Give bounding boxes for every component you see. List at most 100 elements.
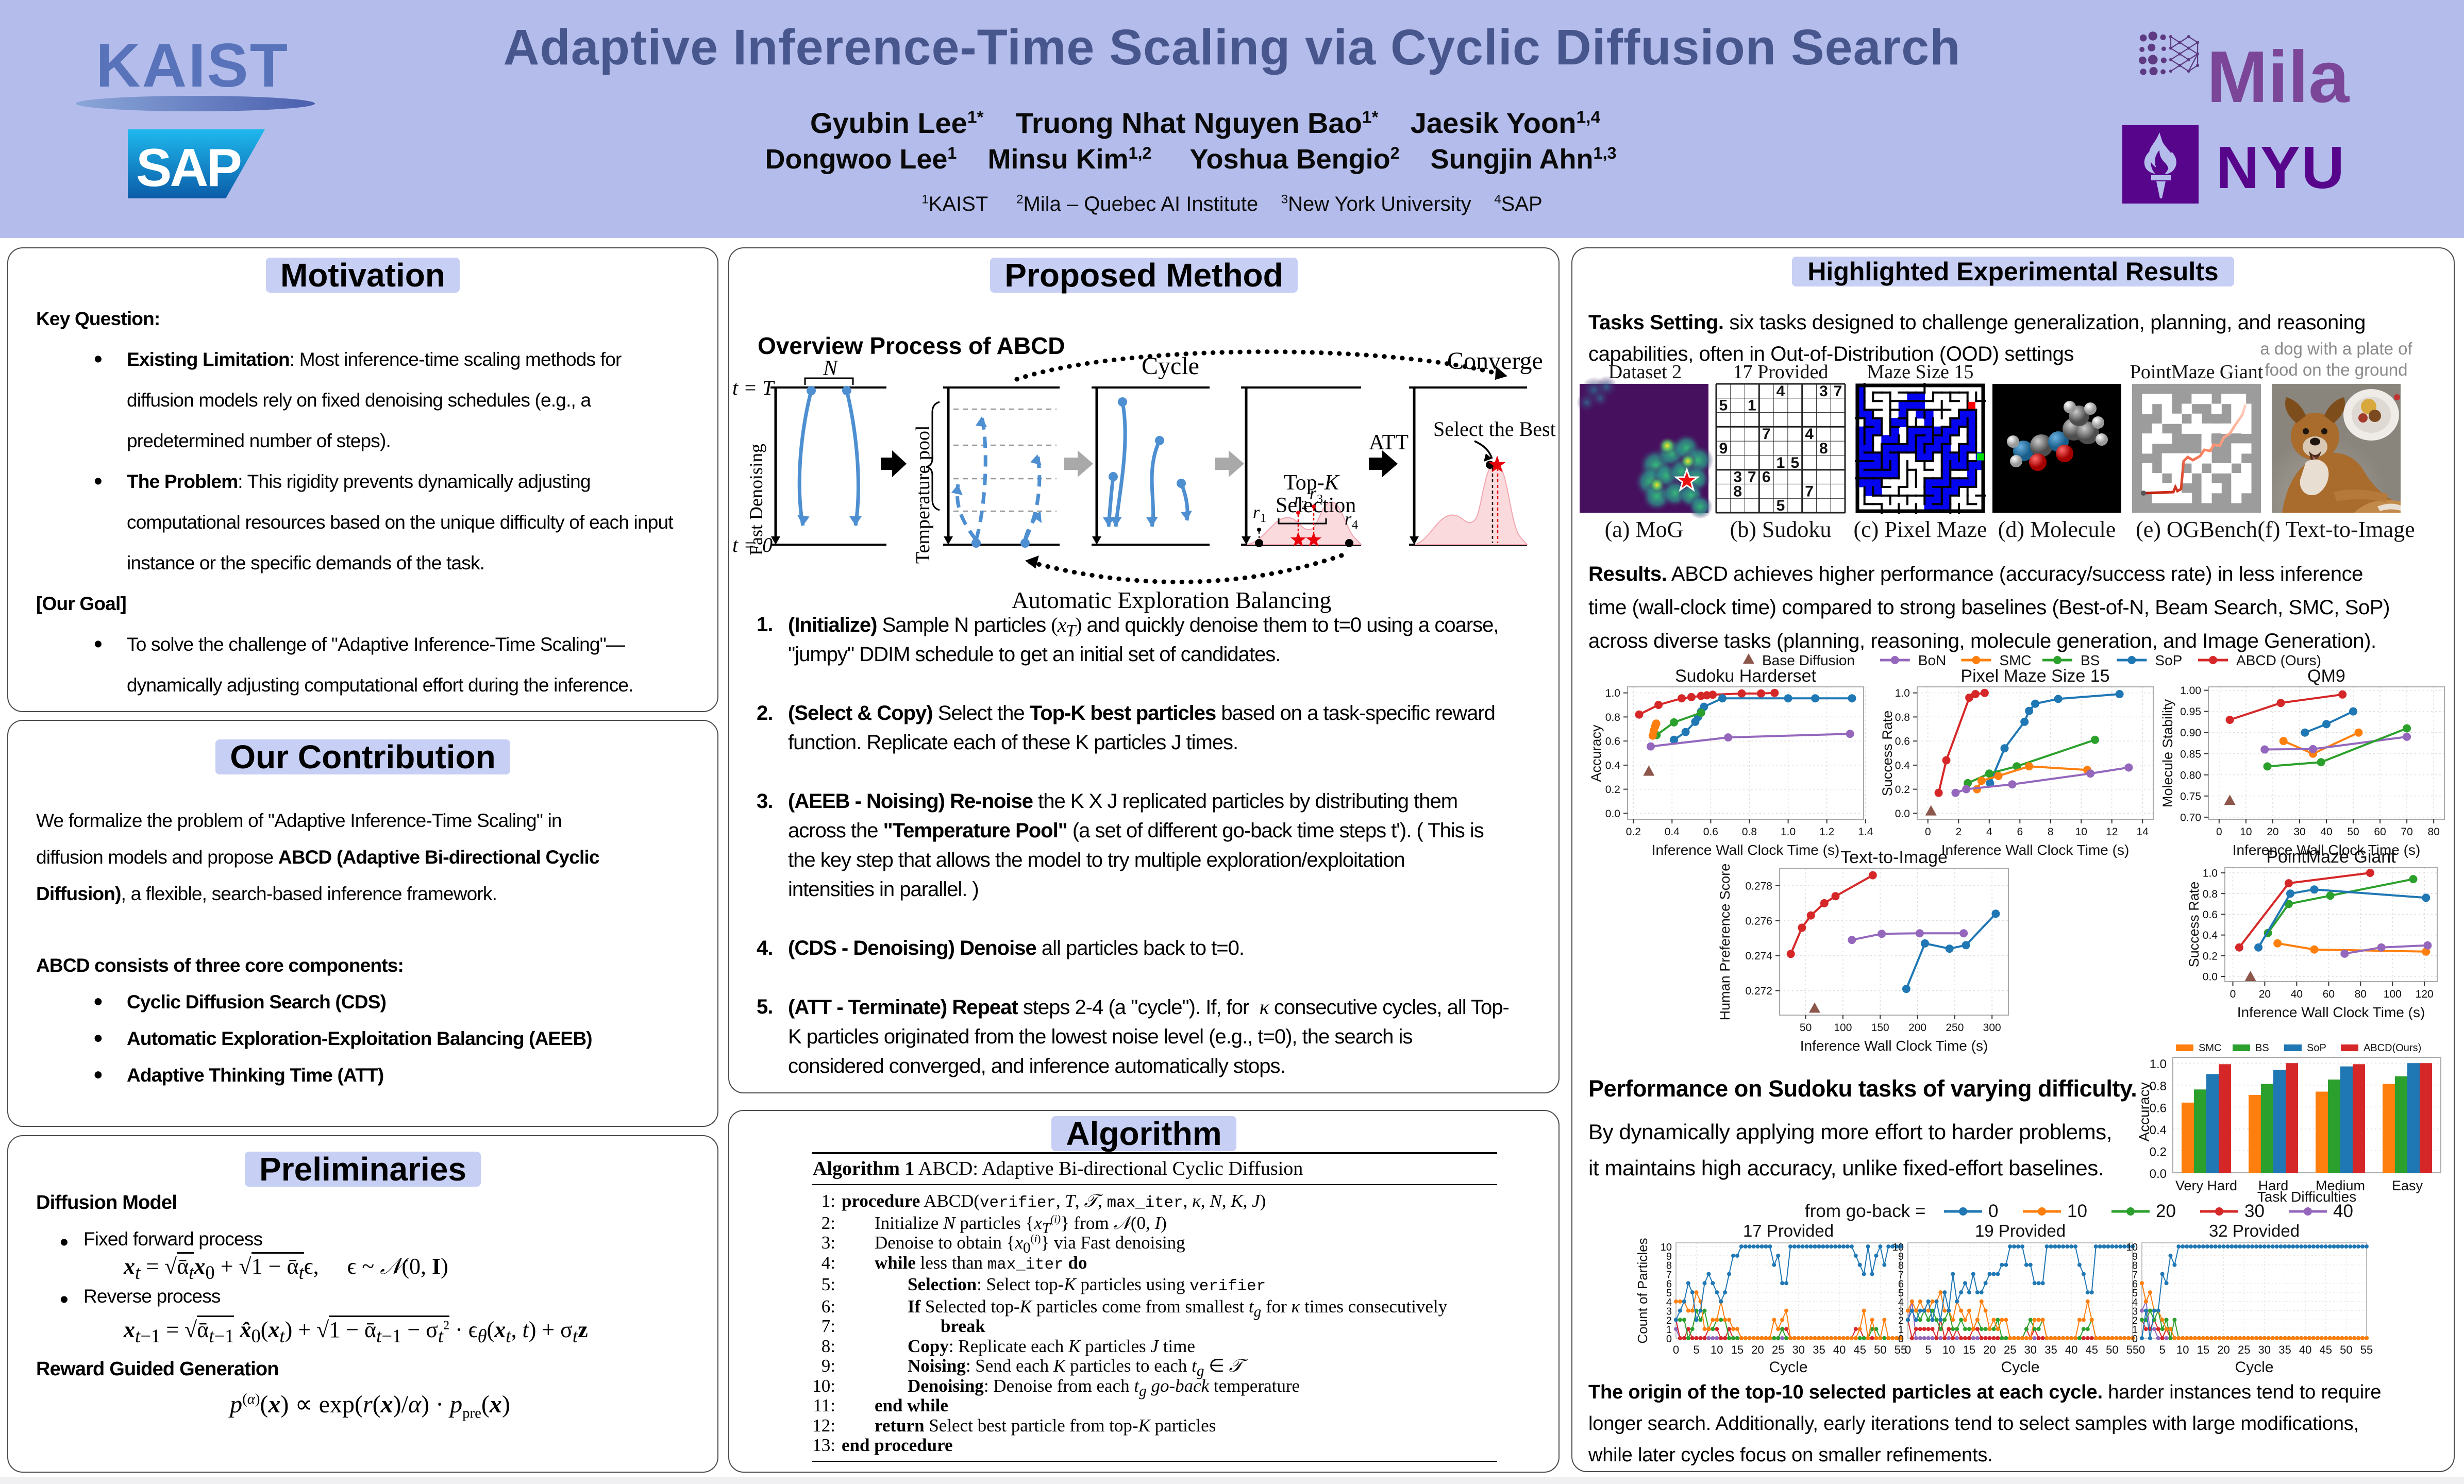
svg-text:Accuracy: Accuracy xyxy=(2136,1082,2152,1141)
svg-text:55: 55 xyxy=(2360,1343,2373,1356)
svg-text:0.2: 0.2 xyxy=(1605,784,1620,796)
svg-text:Medium: Medium xyxy=(2316,1178,2365,1193)
svg-text:9: 9 xyxy=(2132,1251,2138,1262)
svg-text:15: 15 xyxy=(1731,1343,1744,1356)
svg-text:1: 1 xyxy=(2132,1324,2138,1336)
svg-text:45: 45 xyxy=(1853,1343,1866,1356)
svg-text:45: 45 xyxy=(2319,1343,2332,1356)
svg-text:0: 0 xyxy=(1666,1334,1672,1345)
svg-text:40: 40 xyxy=(2065,1343,2077,1356)
svg-text:0: 0 xyxy=(1988,1201,1998,1221)
svg-text:0.6: 0.6 xyxy=(2203,909,2218,921)
svg-text:40: 40 xyxy=(2320,826,2332,838)
svg-text:7: 7 xyxy=(1805,483,1814,500)
svg-text:30: 30 xyxy=(2244,1201,2265,1221)
svg-text:20: 20 xyxy=(1983,1343,1996,1356)
svg-text:SAP: SAP xyxy=(136,138,240,198)
svg-text:0.4: 0.4 xyxy=(1665,826,1680,838)
svg-text:12: 12 xyxy=(2106,826,2118,838)
svg-text:ATT: ATT xyxy=(1369,431,1409,454)
svg-text:0.85: 0.85 xyxy=(2180,748,2201,760)
svg-text:5: 5 xyxy=(1898,1288,1904,1299)
svg-text:1.0: 1.0 xyxy=(2203,868,2218,880)
svg-text:3: 3 xyxy=(1733,469,1742,486)
svg-text:4: 4 xyxy=(1898,1297,1904,1308)
svg-text:0.0: 0.0 xyxy=(2150,1167,2167,1181)
svg-text:KAIST: KAIST xyxy=(96,31,289,100)
svg-text:from go-back =: from go-back = xyxy=(1805,1201,1925,1221)
svg-text:8: 8 xyxy=(2132,1260,2138,1272)
svg-text:Pixel Maze Size 15: Pixel Maze Size 15 xyxy=(1960,666,2109,686)
svg-text:SoP: SoP xyxy=(2155,652,2182,668)
svg-text:r: r xyxy=(1253,503,1260,522)
svg-text:Hard: Hard xyxy=(2258,1178,2289,1193)
svg-text:5: 5 xyxy=(1776,497,1785,514)
svg-text:60: 60 xyxy=(2374,826,2386,838)
svg-text:0.2: 0.2 xyxy=(2203,950,2218,962)
svg-text:7: 7 xyxy=(1666,1270,1672,1281)
svg-text:0: 0 xyxy=(2216,826,2222,838)
svg-text:Human Preference Score: Human Preference Score xyxy=(1717,864,1733,1021)
svg-text:100: 100 xyxy=(2384,988,2402,1000)
svg-text:1: 1 xyxy=(1748,397,1756,414)
svg-text:Inference Wall Clock Time (s): Inference Wall Clock Time (s) xyxy=(2237,1004,2425,1020)
svg-text:7: 7 xyxy=(2132,1270,2138,1281)
svg-text:0.75: 0.75 xyxy=(2180,790,2201,802)
svg-text:2: 2 xyxy=(1301,499,1308,512)
svg-text:0.2: 0.2 xyxy=(2150,1145,2167,1159)
svg-text:PointMaze Giant: PointMaze Giant xyxy=(2266,847,2396,867)
svg-text:30: 30 xyxy=(2258,1343,2271,1356)
svg-text:0.6: 0.6 xyxy=(1895,736,1910,748)
svg-text:BS: BS xyxy=(2255,1042,2269,1054)
svg-text:0.8: 0.8 xyxy=(2150,1080,2167,1093)
svg-text:1.0: 1.0 xyxy=(1781,826,1796,838)
svg-text:5: 5 xyxy=(1925,1343,1931,1356)
svg-text:0: 0 xyxy=(2139,1343,2145,1356)
svg-text:6: 6 xyxy=(1762,469,1771,486)
svg-text:100: 100 xyxy=(1834,1022,1852,1034)
svg-text:0.0: 0.0 xyxy=(1895,808,1910,820)
svg-text:150: 150 xyxy=(1871,1022,1889,1034)
svg-text:Temperature pool: Temperature pool xyxy=(912,425,934,564)
svg-text:t = 0: t = 0 xyxy=(732,533,773,556)
svg-text:1: 1 xyxy=(1776,454,1785,471)
svg-text:0.278: 0.278 xyxy=(1745,881,1772,892)
svg-text:Inference Wall Clock Time (s): Inference Wall Clock Time (s) xyxy=(2233,842,2421,858)
svg-text:r: r xyxy=(1294,490,1301,509)
svg-text:3: 3 xyxy=(1819,383,1828,400)
svg-text:3: 3 xyxy=(1317,493,1323,506)
svg-text:6: 6 xyxy=(2017,826,2023,838)
svg-text:0.276: 0.276 xyxy=(1745,915,1772,927)
svg-text:0.272: 0.272 xyxy=(1745,985,1772,997)
svg-text:Cycle: Cycle xyxy=(2001,1359,2039,1376)
svg-text:9: 9 xyxy=(1898,1251,1904,1262)
svg-text:20: 20 xyxy=(2217,1343,2230,1356)
svg-text:Very Hard: Very Hard xyxy=(2175,1178,2237,1193)
svg-text:Cycle: Cycle xyxy=(2235,1359,2273,1376)
svg-text:Task Difficulties: Task Difficulties xyxy=(2257,1189,2356,1205)
svg-text:BS: BS xyxy=(2081,652,2100,668)
svg-text:250: 250 xyxy=(1946,1022,1964,1034)
svg-text:10: 10 xyxy=(2176,1343,2189,1356)
svg-text:200: 200 xyxy=(1908,1022,1926,1034)
svg-text:6: 6 xyxy=(1898,1278,1904,1290)
svg-text:10: 10 xyxy=(2126,1242,2138,1253)
svg-text:Fast Denoising: Fast Denoising xyxy=(746,444,766,555)
svg-text:32 Provided: 32 Provided xyxy=(2209,1221,2300,1240)
svg-text:8: 8 xyxy=(1666,1260,1672,1272)
svg-text:2: 2 xyxy=(2132,1315,2138,1326)
svg-text:6: 6 xyxy=(2132,1278,2138,1290)
svg-text:0.80: 0.80 xyxy=(2180,769,2201,781)
svg-text:8: 8 xyxy=(2048,826,2054,838)
svg-text:20: 20 xyxy=(2156,1201,2176,1221)
svg-text:0.4: 0.4 xyxy=(2203,930,2218,941)
svg-text:7: 7 xyxy=(1762,426,1771,443)
svg-text:9: 9 xyxy=(1719,440,1728,457)
svg-text:35: 35 xyxy=(2278,1343,2291,1356)
svg-text:0.6: 0.6 xyxy=(2150,1101,2167,1115)
svg-text:80: 80 xyxy=(2428,826,2440,838)
svg-text:0.6: 0.6 xyxy=(1605,736,1620,748)
svg-text:10: 10 xyxy=(2067,1201,2087,1221)
svg-text:4: 4 xyxy=(1666,1297,1672,1308)
svg-text:25: 25 xyxy=(2004,1343,2016,1356)
